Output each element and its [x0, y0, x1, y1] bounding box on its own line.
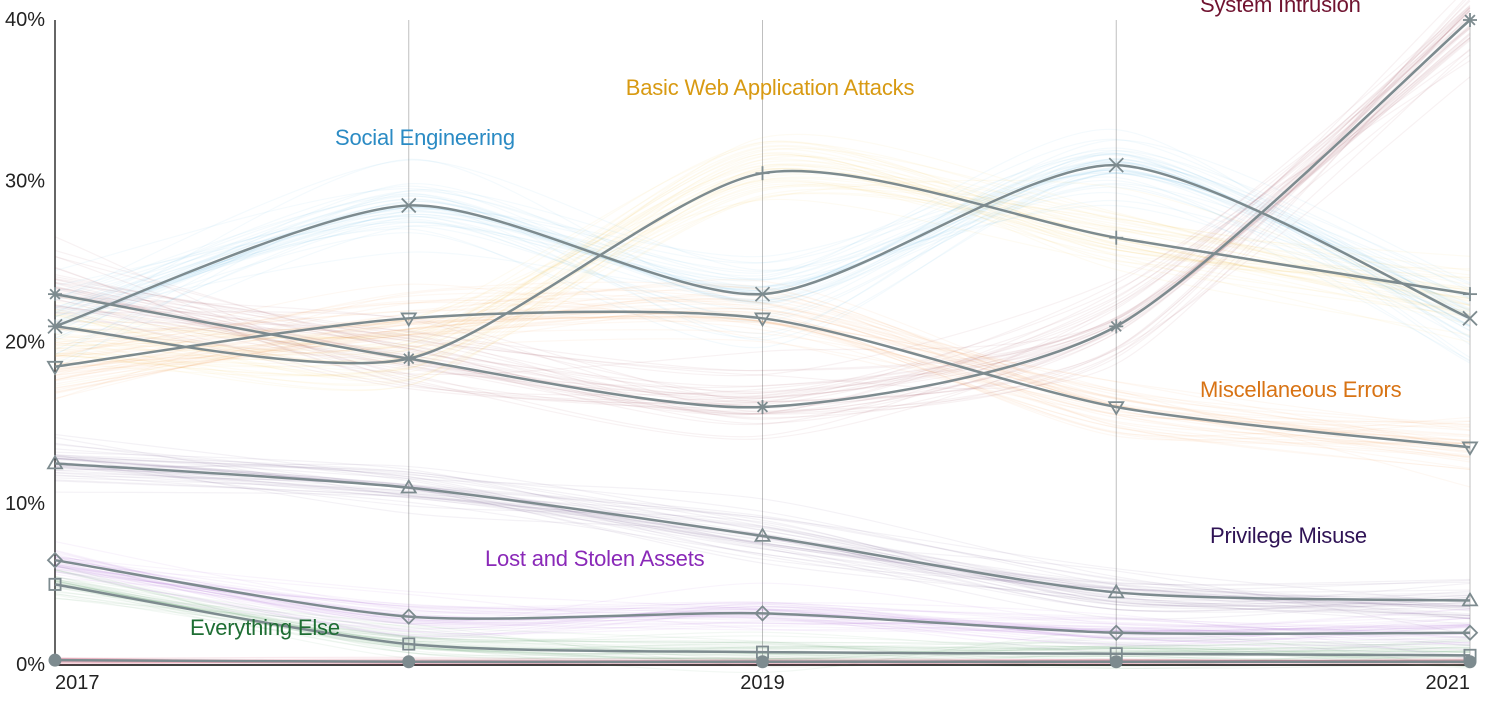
- x-tick-label: 2019: [740, 672, 785, 694]
- x-tick-label: 2021: [1426, 672, 1471, 694]
- y-tick-label: 20%: [5, 332, 45, 354]
- x-tick-label: 2017: [55, 672, 100, 694]
- y-tick-label: 40%: [5, 9, 45, 31]
- line-chart: 0% 10% 20% 30% 40% 2017 2019 2021 System Intrusi…: [0, 0, 1500, 703]
- y-tick-label: 10%: [5, 493, 45, 515]
- y-tick-label: 30%: [5, 170, 45, 192]
- series-label-everything-else: Everything Else: [190, 615, 340, 640]
- series-label-privilege-misuse: Privilege Misuse: [1210, 523, 1367, 548]
- series-label-miscellaneous-errors: Miscellaneous Errors: [1200, 377, 1402, 402]
- series-label-basic-web-application-attacks: Basic Web Application Attacks: [626, 75, 915, 100]
- series-label-lost-and-stolen-assets: Lost and Stolen Assets: [485, 546, 705, 571]
- y-tick-label: 0%: [16, 654, 45, 676]
- series-label-social-engineering: Social Engineering: [335, 125, 515, 150]
- series-label-system-intrusion: System Intrusion: [1200, 0, 1361, 17]
